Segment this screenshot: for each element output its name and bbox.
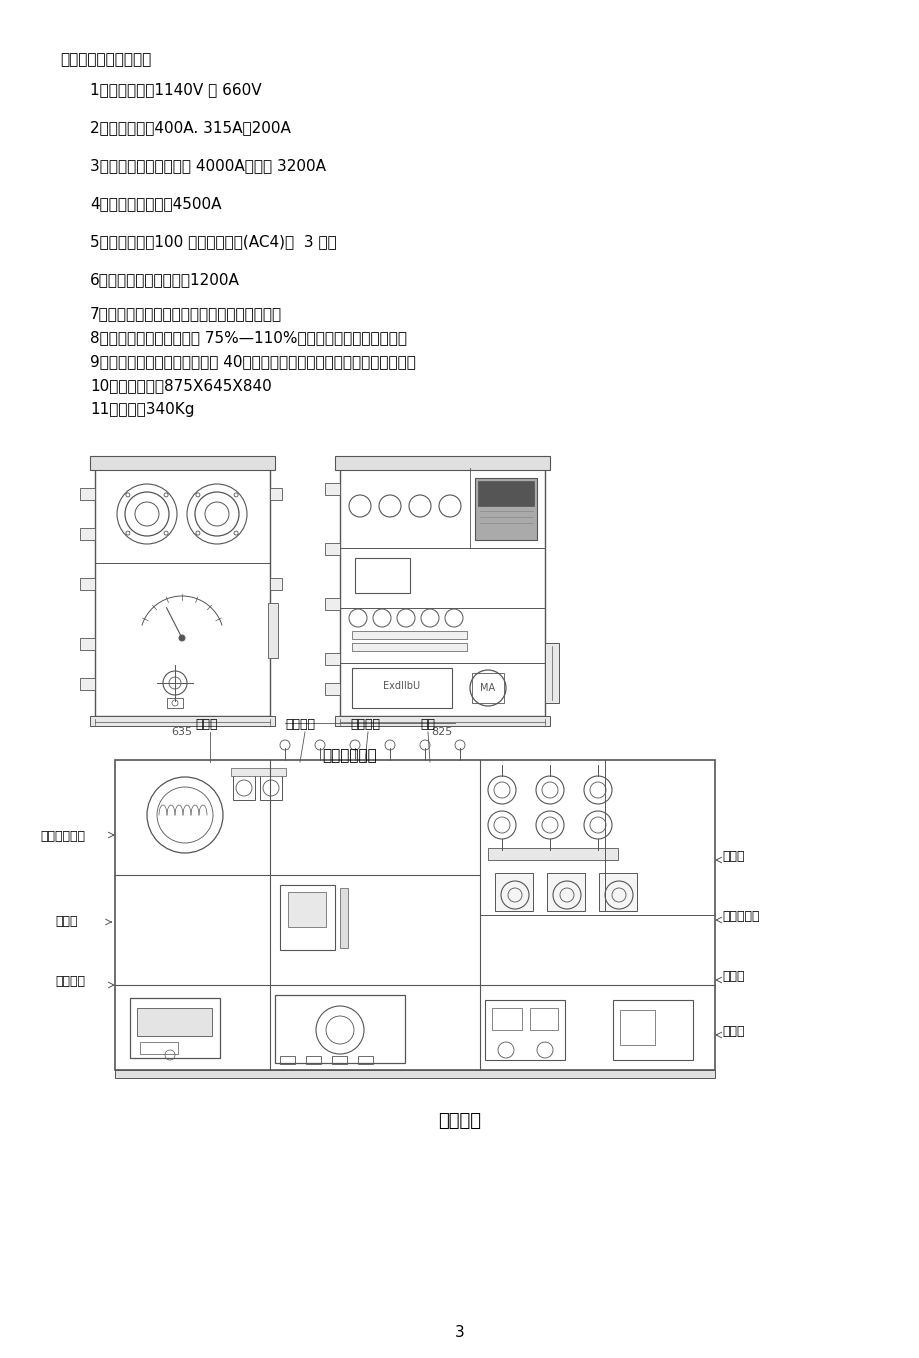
Bar <box>80 528 95 540</box>
Text: 7、工作制：八小时工作制及断续周期工作制。: 7、工作制：八小时工作制及断续周期工作制。 <box>90 306 282 320</box>
Bar <box>279 885 335 951</box>
Text: 5、机械寿命：100 万次；电寿命(AC4)：  3 万次: 5、机械寿命：100 万次；电寿命(AC4)： 3 万次 <box>90 234 336 249</box>
Bar <box>80 488 95 500</box>
Bar <box>352 642 467 650</box>
Text: 2、额定电流：400A. 315A、200A: 2、额定电流：400A. 315A、200A <box>90 120 290 134</box>
Text: 中间继电器: 中间继电器 <box>721 910 759 923</box>
Text: 8、当电源电压为额定值的 75%—110%时，起动器应能可靠工作。: 8、当电源电压为额定值的 75%—110%时，起动器应能可靠工作。 <box>90 330 406 345</box>
Bar <box>324 653 340 665</box>
Bar <box>352 668 451 708</box>
Bar <box>547 873 584 911</box>
Bar <box>335 456 550 470</box>
Bar <box>478 481 533 507</box>
Bar <box>167 698 183 708</box>
Bar <box>598 873 636 911</box>
Text: 阻容吸收: 阻容吸收 <box>285 718 314 731</box>
Text: 图一防爆外壳: 图一防爆外壳 <box>323 748 377 763</box>
Bar <box>231 769 286 775</box>
Circle shape <box>179 636 185 641</box>
Bar <box>544 642 559 703</box>
Bar <box>484 999 564 1061</box>
Bar <box>80 638 95 650</box>
Bar <box>332 1057 346 1065</box>
Bar <box>324 683 340 695</box>
Bar <box>80 579 95 589</box>
Bar <box>275 995 404 1063</box>
Text: 6、隔离开关分断能力：1200A: 6、隔离开关分断能力：1200A <box>90 272 240 287</box>
Text: 四主要技术性能指标：: 四主要技术性能指标： <box>60 52 151 67</box>
Text: 变压器: 变压器 <box>55 915 77 928</box>
Bar <box>269 579 282 589</box>
Text: 1、额定电压：1140V 或 660V: 1、额定电压：1140V 或 660V <box>90 81 261 96</box>
Bar <box>357 1057 372 1065</box>
Bar <box>130 998 220 1058</box>
Bar <box>492 1008 521 1029</box>
Bar <box>90 456 275 470</box>
Text: 11、重量：340Kg: 11、重量：340Kg <box>90 402 194 417</box>
Text: 电脑数据: 电脑数据 <box>55 975 85 989</box>
Text: 隔离开关: 隔离开关 <box>349 718 380 731</box>
Text: 小个体: 小个体 <box>721 850 743 862</box>
Bar <box>80 678 95 690</box>
Bar <box>115 1070 714 1078</box>
Bar <box>494 873 532 911</box>
Bar <box>279 1057 295 1065</box>
Text: 图二本体: 图二本体 <box>438 1112 481 1130</box>
Text: 本安变压器群: 本安变压器群 <box>40 830 85 843</box>
Text: ExdIIbU: ExdIIbU <box>383 680 420 691</box>
Text: 熔断器: 熔断器 <box>721 970 743 983</box>
Bar <box>233 775 255 800</box>
Bar <box>115 760 714 1070</box>
Text: 接触器: 接触器 <box>195 718 217 731</box>
Text: 3、接通分断能力：接通 4000A、分断 3200A: 3、接通分断能力：接通 4000A、分断 3200A <box>90 158 325 172</box>
Text: 攒板: 攒板 <box>420 718 435 731</box>
Bar <box>90 716 275 727</box>
Text: 控制板: 控制板 <box>721 1025 743 1038</box>
Bar <box>95 469 269 716</box>
Bar <box>474 478 537 540</box>
Bar <box>324 483 340 496</box>
Bar <box>306 1057 321 1065</box>
Bar <box>529 1008 558 1029</box>
Text: 4、极限分断能力：4500A: 4、极限分断能力：4500A <box>90 196 221 210</box>
Bar <box>340 888 347 948</box>
Text: 635: 635 <box>171 727 192 737</box>
Text: 825: 825 <box>431 727 452 737</box>
Bar <box>267 603 278 659</box>
Text: MA: MA <box>480 683 495 693</box>
Bar <box>324 598 340 610</box>
Bar <box>269 488 282 500</box>
Bar <box>137 1008 211 1036</box>
Bar <box>324 543 340 555</box>
Bar <box>619 1010 654 1046</box>
Text: 10、外形尺寸：875X645X840: 10、外形尺寸：875X645X840 <box>90 378 271 392</box>
Bar <box>487 847 618 860</box>
Bar <box>288 892 325 928</box>
Bar <box>140 1042 177 1054</box>
Bar <box>352 631 467 640</box>
Bar <box>471 674 504 703</box>
Text: 9、当主电路时地绝缘电阻小于 40「欧时，起动器应能实现主电路漏电闭锁。: 9、当主电路时地绝缘电阻小于 40「欧时，起动器应能实现主电路漏电闭锁。 <box>90 354 415 369</box>
Bar <box>355 558 410 593</box>
Bar <box>260 775 282 800</box>
Bar <box>335 716 550 727</box>
Text: 3: 3 <box>455 1325 464 1340</box>
Bar <box>612 999 692 1061</box>
Bar <box>340 469 544 716</box>
